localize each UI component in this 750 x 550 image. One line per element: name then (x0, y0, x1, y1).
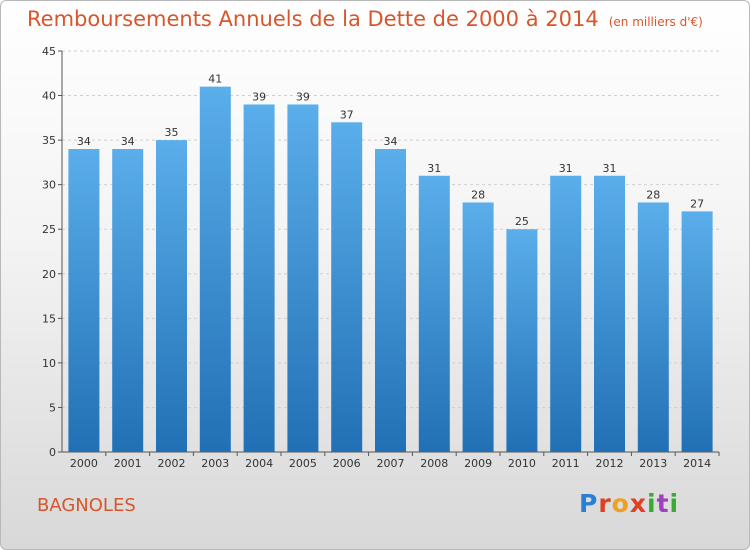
value-label-2007: 34 (384, 135, 398, 148)
value-label-2008: 31 (427, 162, 441, 175)
value-label-2011: 31 (559, 162, 573, 175)
bar-2011 (550, 175, 582, 452)
value-label-2003: 41 (208, 73, 222, 86)
bar-2006 (331, 122, 363, 453)
x-tick-label-2014: 2014 (683, 457, 711, 470)
y-tick-label: 45 (42, 45, 56, 58)
y-tick-label: 20 (42, 268, 56, 281)
value-label-2006: 37 (340, 108, 354, 121)
bar-2004 (243, 104, 275, 452)
bar-layer: 34 34 35 41 39 39 37 34 31 28 25 31 31 28 27 (68, 73, 713, 453)
chart-title-text: Remboursements Annuels de la Dette de 20… (27, 7, 599, 31)
x-tick-label-2005: 2005 (289, 457, 317, 470)
city-name: BAGNOLES (37, 495, 136, 516)
bar-2007 (375, 149, 406, 452)
bar-2010 (506, 229, 538, 452)
bar-2012 (594, 175, 625, 452)
chart-title: Remboursements Annuels de la Dette de 20… (27, 7, 703, 31)
proxiti-logo[interactable]: Proxiti (579, 489, 680, 518)
bar-2008 (418, 175, 450, 452)
x-tick-label-2012: 2012 (596, 457, 624, 470)
x-tick-label-2011: 2011 (552, 457, 580, 470)
chart-unit: (en milliers d'€) (608, 15, 703, 29)
value-label-2012: 31 (603, 162, 617, 175)
bar-2013 (637, 202, 669, 452)
x-tick-label-2009: 2009 (464, 457, 492, 470)
x-tick-label-2001: 2001 (114, 457, 142, 470)
x-tick-label-2006: 2006 (333, 457, 361, 470)
y-tick-label: 15 (42, 312, 56, 325)
value-label-2010: 25 (515, 215, 529, 228)
x-tick-label-2010: 2010 (508, 457, 536, 470)
y-tick-label: 5 (49, 401, 56, 414)
bar-2005 (287, 104, 319, 452)
x-tick-label-2004: 2004 (245, 457, 273, 470)
y-tick-label: 35 (42, 134, 56, 147)
value-label-2009: 28 (471, 188, 485, 201)
y-tick-label: 30 (42, 179, 56, 192)
bar-2002 (156, 140, 187, 452)
y-tick-label: 10 (42, 357, 56, 370)
x-tick-label-2002: 2002 (158, 457, 186, 470)
bar-2001 (112, 149, 144, 452)
x-tick-label-2008: 2008 (420, 457, 448, 470)
bar-2014 (681, 211, 713, 452)
value-label-2014: 27 (690, 197, 704, 210)
y-tick-label: 40 (42, 90, 56, 103)
x-tick-label-2013: 2013 (639, 457, 667, 470)
y-tick-label: 25 (42, 223, 56, 236)
value-label-2005: 39 (296, 90, 310, 103)
bar-2003 (199, 86, 231, 453)
value-label-2001: 34 (121, 135, 135, 148)
value-label-2013: 28 (646, 188, 660, 201)
bar-2009 (462, 202, 494, 452)
x-tick-label-2007: 2007 (377, 457, 405, 470)
value-label-2004: 39 (252, 90, 266, 103)
x-tick-label-2000: 2000 (70, 457, 98, 470)
y-tick-label: 0 (49, 446, 56, 459)
x-tick-label-2003: 2003 (201, 457, 229, 470)
bar-2000 (68, 149, 100, 452)
value-label-2002: 35 (165, 126, 179, 139)
value-label-2000: 34 (77, 135, 91, 148)
